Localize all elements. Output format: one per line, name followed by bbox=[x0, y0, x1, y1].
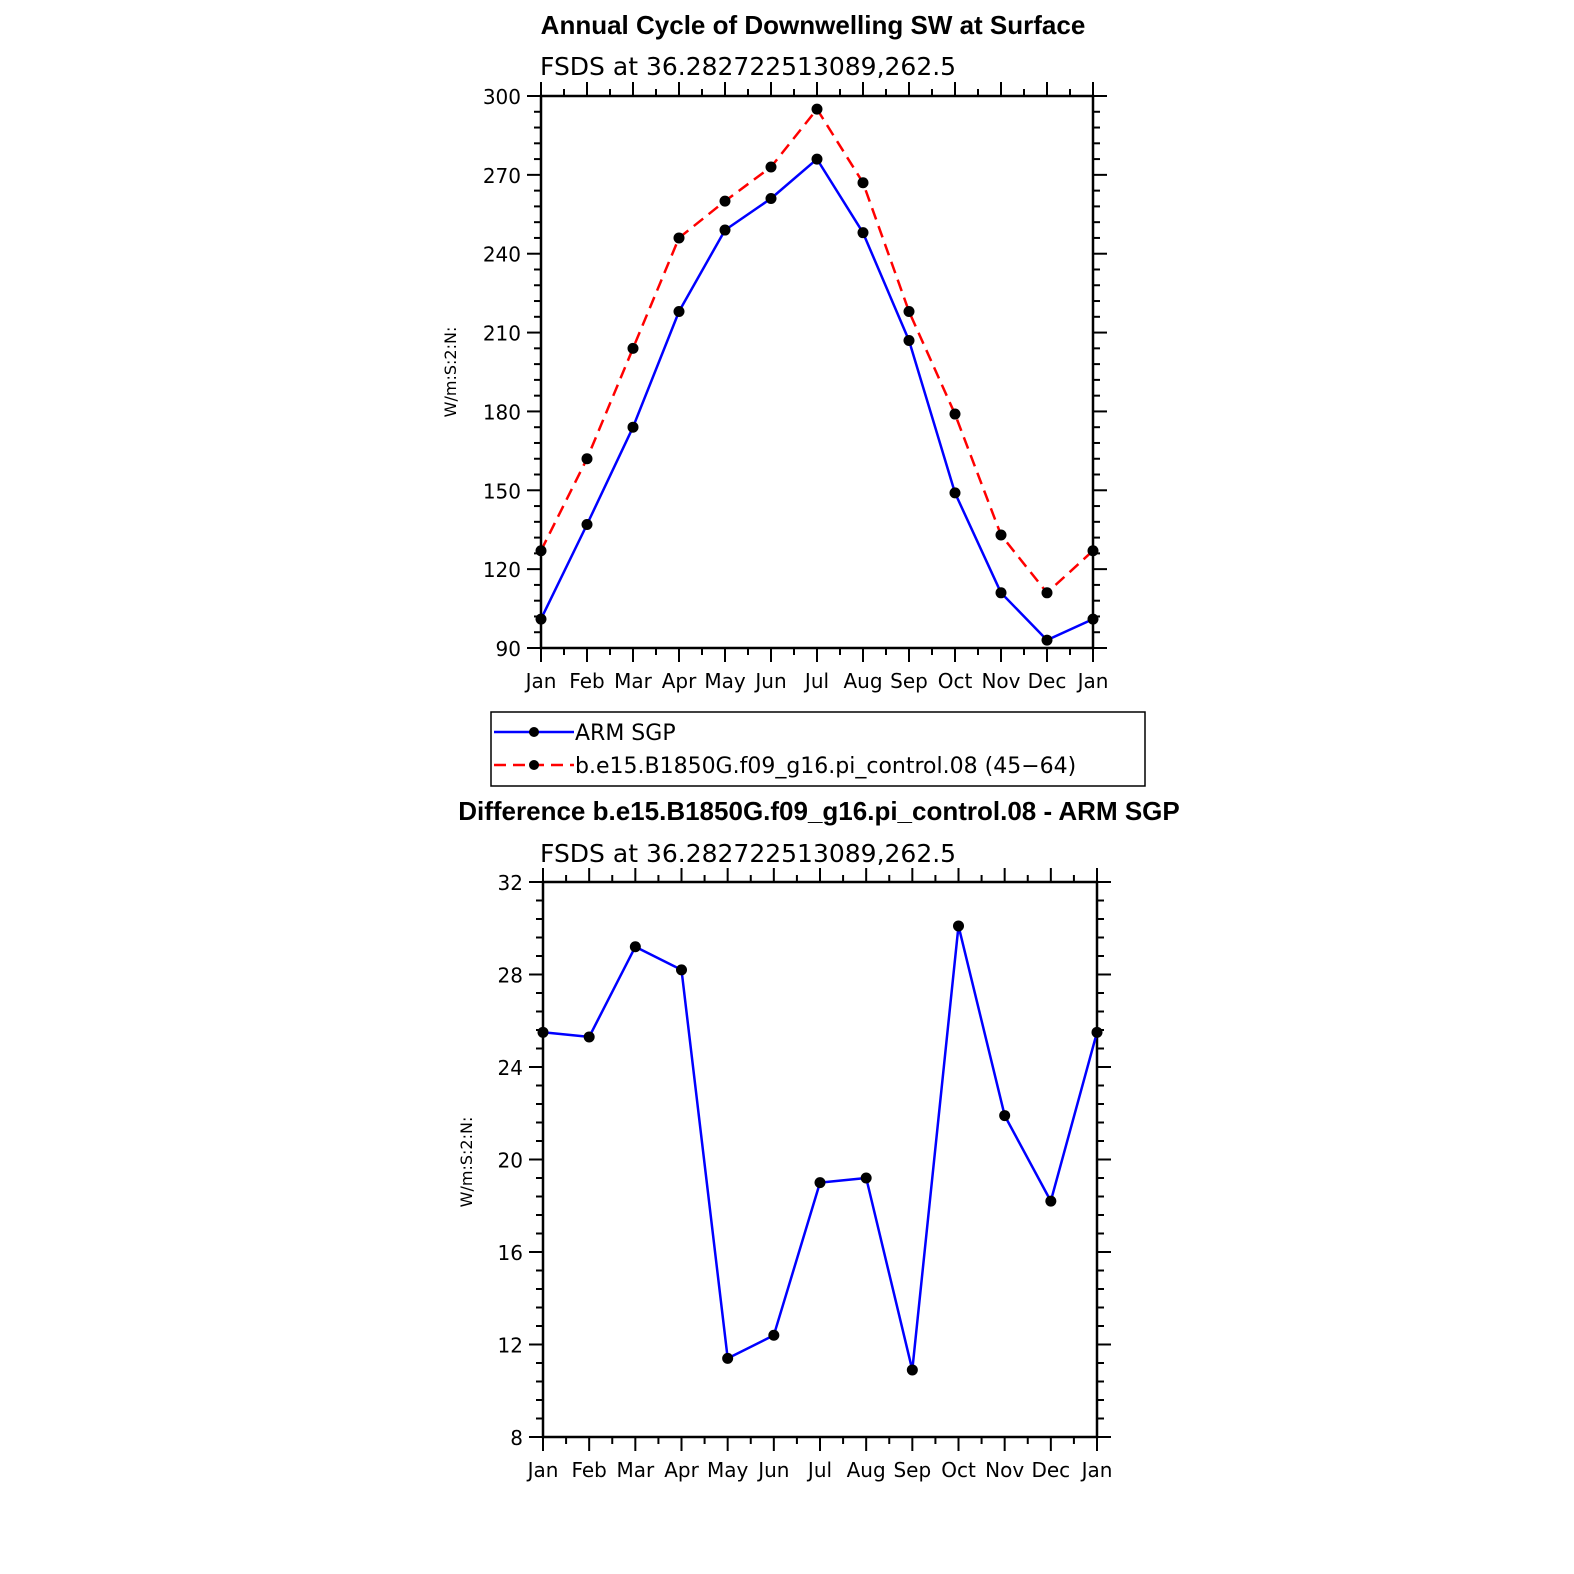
chart-1-series-1-point bbox=[949, 487, 961, 499]
chart-1-series-2-point bbox=[581, 453, 593, 465]
chart-1-y-tick-label: 240 bbox=[483, 243, 521, 267]
chart-1-series-2-point bbox=[811, 103, 823, 115]
chart-1-x-tick-label: Jul bbox=[803, 669, 829, 693]
chart-1-plot-area: 90 120 150 180 210 240 270 300 Jan Feb Mar Apr May Ju… bbox=[483, 82, 1109, 693]
chart-1-series-2-line bbox=[539, 107, 1094, 595]
chart-1-series-1-point bbox=[581, 518, 593, 530]
chart-2-y-tick-label: 32 bbox=[498, 871, 523, 895]
chart-2-series-1-point bbox=[906, 1364, 918, 1376]
chart-1-subtitle: FSDS at 36.282722513089,262.5 bbox=[540, 52, 956, 81]
chart-2-y-tick-label: 24 bbox=[498, 1056, 523, 1080]
chart-1-x-tick-label: Apr bbox=[662, 669, 697, 693]
chart-2-plot-area: 8 12 16 20 24 28 32 Jan Feb Mar Apr May Jun Jul Aug Sep… bbox=[498, 868, 1113, 1482]
chart-1-x-tick-label: Sep bbox=[890, 669, 928, 693]
chart-2-x-tick-label: Apr bbox=[664, 1458, 699, 1482]
chart-1-x-tick-label: May bbox=[704, 669, 746, 693]
chart-2-series-1-point bbox=[999, 1110, 1011, 1122]
chart-2-series-1-line bbox=[542, 924, 1099, 1372]
chart-2-series-1-point bbox=[768, 1329, 780, 1341]
chart-2-x-tick-label: Jan bbox=[1080, 1458, 1113, 1482]
chart-1-series-2-point bbox=[857, 177, 869, 189]
chart-2-x-tick-label: Oct bbox=[941, 1458, 976, 1482]
chart-2-series-1-point bbox=[1091, 1026, 1103, 1038]
chart-2-title: Difference b.e15.B1850G.f09_g16.pi_contr… bbox=[458, 796, 1180, 826]
chart-1-series-2-point bbox=[535, 545, 547, 557]
chart-1-series-1-point bbox=[995, 587, 1007, 599]
chart-2-x-tick-label: Jun bbox=[756, 1458, 789, 1482]
chart-1-y-tick-label: 150 bbox=[483, 479, 521, 503]
chart-2-x-tick-label: Dec bbox=[1031, 1458, 1070, 1482]
chart-2-x-tick-label: Feb bbox=[571, 1458, 606, 1482]
chart-1-y-tick-label: 90 bbox=[496, 637, 521, 661]
chart-2-y-tick-label: 20 bbox=[498, 1149, 523, 1173]
chart-2-x-tick-label: Sep bbox=[893, 1458, 931, 1482]
chart-1-series-1-point bbox=[811, 153, 823, 165]
chart-1-x-tick-label: Jun bbox=[753, 669, 786, 693]
chart-1-y-tick-label: 300 bbox=[483, 85, 521, 109]
chart-1-y-tick-label: 120 bbox=[483, 558, 521, 582]
chart-2-series-1-point bbox=[814, 1177, 826, 1189]
chart-2-y-tick-label: 16 bbox=[498, 1241, 523, 1265]
chart-2-series-1-point bbox=[629, 941, 641, 953]
chart-2-y-tick-label: 28 bbox=[498, 964, 523, 988]
chart-2-series-1-point bbox=[953, 920, 964, 932]
chart-1-y-tick-label: 270 bbox=[483, 164, 521, 188]
chart-1-x-tick-label: Oct bbox=[938, 669, 973, 693]
chart-2-series-1-point bbox=[860, 1172, 872, 1184]
chart-1-series-1-point bbox=[535, 613, 547, 625]
chart-2-y-tick-label: 8 bbox=[510, 1426, 523, 1450]
legend: ARM SGP b.e15.B1850G.f09_g16.pi_control.… bbox=[490, 711, 1146, 787]
chart-2-x-tick-label: Aug bbox=[847, 1458, 886, 1482]
chart-1-title: Annual Cycle of Downwelling SW at Surfac… bbox=[541, 10, 1086, 40]
chart-2-x-tick-label: Mar bbox=[616, 1458, 655, 1482]
chart-1-series-1-line bbox=[539, 157, 1094, 642]
chart-1-series-1-point bbox=[719, 224, 731, 236]
chart-1-series-2-point bbox=[995, 529, 1007, 541]
chart-1-x-tick-label: Jan bbox=[524, 669, 557, 693]
chart-1-x-tick-label: Aug bbox=[843, 669, 882, 693]
chart-1-series-1-point bbox=[627, 421, 639, 433]
chart-2-series-1-point bbox=[1045, 1195, 1057, 1207]
chart-1-series-2-point bbox=[903, 306, 915, 318]
chart-1-series-2-point bbox=[1041, 587, 1053, 599]
chart-1-series-2-point bbox=[949, 408, 961, 420]
chart-1-series-1-point bbox=[1087, 613, 1099, 625]
chart-1-y-axis-label: W/m:S:2:N: bbox=[441, 327, 460, 418]
chart-1-y-tick-label: 180 bbox=[483, 400, 521, 424]
chart-1-series-1-point bbox=[1041, 634, 1053, 646]
chart-1-x-tick-label: Nov bbox=[981, 669, 1020, 693]
chart-2-subtitle: FSDS at 36.282722513089,262.5 bbox=[540, 839, 956, 868]
chart-2-x-tick-label: Jan bbox=[526, 1458, 559, 1482]
legend-marker-arm-sgp bbox=[529, 727, 539, 737]
chart-1-series-2-point bbox=[765, 161, 777, 173]
chart-1-series-2-point bbox=[627, 342, 639, 354]
chart-2-y-tick-label: 12 bbox=[498, 1334, 523, 1358]
chart-2-x-tick-label: May bbox=[707, 1458, 749, 1482]
chart-1-y-tick-label: 210 bbox=[483, 322, 521, 346]
chart-1-x-tick-label: Feb bbox=[569, 669, 604, 693]
chart-2-y-axis-label: W/m:S:2:N: bbox=[457, 1117, 476, 1208]
chart-2-series-1-point bbox=[537, 1026, 549, 1038]
chart-2-x-tick-label: Nov bbox=[985, 1458, 1024, 1482]
chart-1-series-2-point bbox=[719, 195, 731, 207]
chart-2-series-1-point bbox=[676, 964, 687, 976]
chart-2-series-1-point bbox=[583, 1031, 595, 1043]
chart-1-series-1-point bbox=[857, 227, 869, 239]
chart-1-x-tick-label: Mar bbox=[614, 669, 653, 693]
chart-1-series-1-point bbox=[765, 193, 777, 205]
chart-1-x-tick-label: Dec bbox=[1028, 669, 1067, 693]
legend-label-arm-sgp: ARM SGP bbox=[575, 721, 676, 746]
legend-label-model: b.e15.B1850G.f09_g16.pi_control.08 (45−6… bbox=[575, 754, 1076, 779]
chart-1-series-1-point bbox=[903, 334, 915, 346]
chart-1-series-2-point bbox=[673, 232, 685, 244]
chart-2-x-tick-label: Jul bbox=[806, 1458, 832, 1482]
legend-marker-model bbox=[529, 760, 539, 770]
chart-1-x-tick-label: Jan bbox=[1076, 669, 1109, 693]
chart-1-series-1-point bbox=[673, 306, 685, 318]
legend-box bbox=[490, 711, 1146, 787]
chart-2-series-1-point bbox=[722, 1352, 734, 1364]
chart-1-series-2-point bbox=[1087, 545, 1099, 557]
